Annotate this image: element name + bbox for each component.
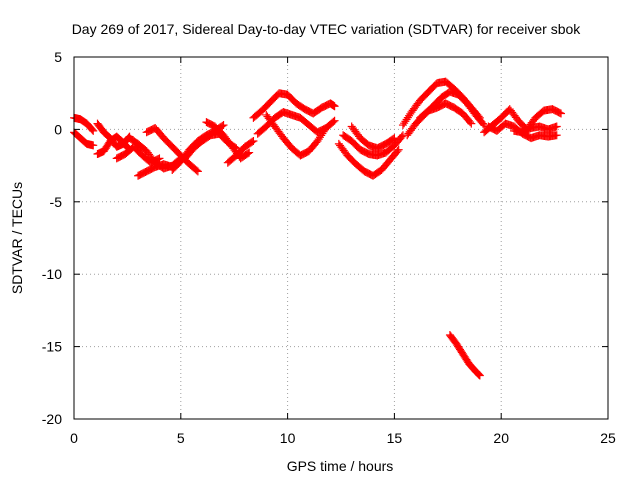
series-arc-25 (445, 331, 484, 380)
data-point (245, 148, 254, 157)
data-point (243, 149, 252, 158)
data-point (193, 167, 202, 176)
series-arc-24 (510, 122, 561, 137)
data-point (478, 119, 487, 128)
data-point (155, 154, 164, 163)
y-tick-label: 5 (54, 49, 62, 65)
data-point (397, 132, 406, 141)
data-point (329, 117, 338, 126)
data-point (480, 121, 489, 130)
data-point (390, 134, 399, 143)
x-tick-label: 25 (600, 430, 616, 446)
data-point (555, 108, 564, 117)
x-tick-labels: 0 5 10 15 20 25 (70, 430, 616, 446)
series-arc-20 (403, 87, 489, 140)
series-arc-08 (134, 160, 177, 180)
y-axis-label: SDTVAR / TECUs (9, 182, 25, 294)
data-point (474, 369, 483, 378)
series-arc-04 (93, 119, 134, 151)
data-point (88, 125, 97, 134)
y-tick-label: -20 (42, 411, 62, 427)
series-arc-15 (262, 110, 331, 160)
series-arc-13 (249, 89, 339, 122)
chart-title: Day 269 of 2017, Sidereal Day-to-day VTE… (72, 21, 582, 37)
series-arc-12 (223, 136, 258, 167)
data-point (393, 147, 402, 156)
data-point (249, 136, 258, 145)
data-point (475, 371, 484, 380)
data-point (552, 131, 561, 140)
data-point (320, 125, 329, 134)
data-point (394, 145, 403, 154)
data-point (474, 370, 483, 379)
data-point (89, 126, 98, 135)
data-point (330, 102, 339, 111)
data-point (192, 166, 201, 175)
data-point (557, 109, 566, 118)
data-point (322, 123, 331, 132)
axis-ticks (73, 56, 609, 420)
data-point (475, 370, 484, 379)
y-tick-labels: -20 -15 -10 -5 0 5 (42, 49, 62, 427)
series-arc-16 (334, 139, 403, 180)
data-point (218, 121, 227, 130)
y-tick-label: 0 (54, 121, 62, 137)
data-point (219, 121, 228, 130)
data-point (552, 122, 561, 131)
plot-frame (73, 56, 609, 420)
series-arc-09 (168, 121, 228, 174)
data-point (389, 134, 398, 143)
series-arc-21 (416, 99, 476, 128)
series-arc-17 (339, 131, 407, 160)
y-tick-label: -10 (42, 266, 62, 282)
x-tick-label: 15 (387, 430, 403, 446)
y-tick-label: -5 (50, 194, 63, 210)
data-point (466, 118, 475, 127)
data-point (467, 119, 476, 128)
x-tick-label: 20 (493, 430, 509, 446)
series-arc-05 (112, 142, 164, 167)
x-tick-label: 0 (70, 430, 78, 446)
data-point (248, 137, 257, 146)
data-point (89, 141, 98, 150)
x-axis-label: GPS time / hours (287, 458, 394, 474)
series-arc-11 (202, 118, 254, 163)
series-arc-18 (347, 122, 399, 153)
data-point (330, 116, 339, 125)
series-arc-01 (70, 113, 98, 135)
data-points (70, 77, 566, 380)
x-tick-label: 5 (177, 430, 185, 446)
y-tick-label: -15 (42, 339, 62, 355)
grid-lines (74, 57, 608, 419)
x-tick-label: 10 (280, 430, 296, 446)
